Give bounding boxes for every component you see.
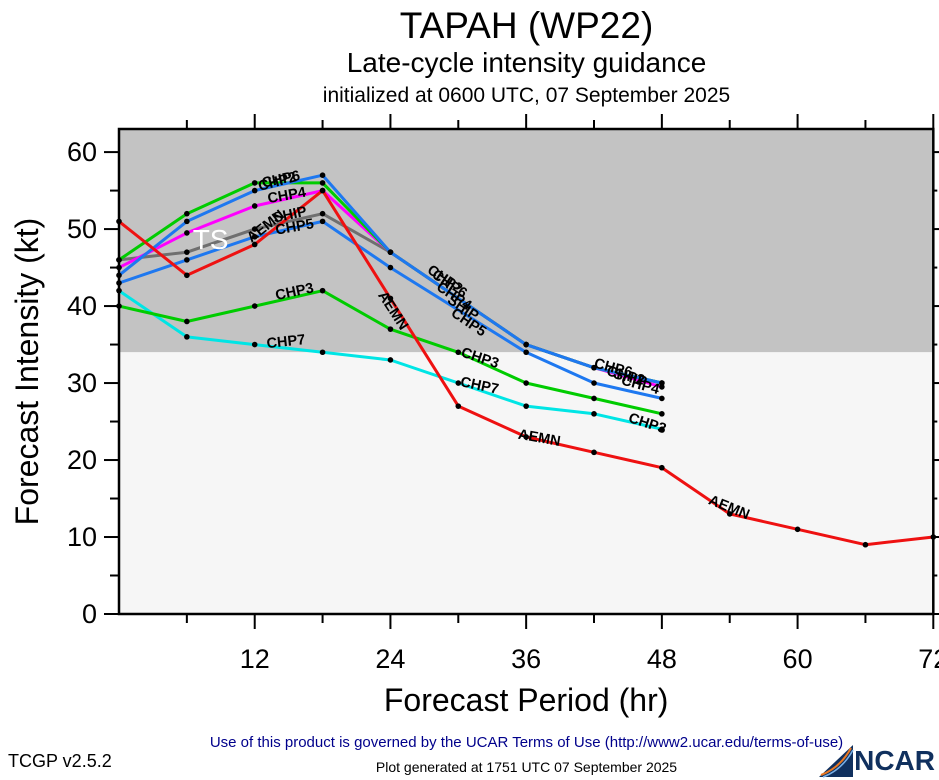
ncar-logo-swoosh-icon <box>819 745 854 778</box>
series-CHP2-point <box>184 218 190 225</box>
y-tick-label: 20 <box>67 445 97 475</box>
x-tick-label: 12 <box>240 644 270 674</box>
series-CHP2-point <box>523 341 529 348</box>
page-title: TAPAH (WP22) <box>399 5 654 46</box>
x-tick-label: 72 <box>918 644 939 674</box>
series-CHP7-point <box>251 341 258 348</box>
series-CHP3-point <box>455 349 462 356</box>
series-CHP6-point <box>184 210 190 217</box>
series-AEMN-point <box>794 526 801 533</box>
series-CHP5-point <box>116 280 122 286</box>
series-SHIP-point <box>184 249 190 255</box>
ncar-logo: NCAR <box>818 744 935 778</box>
ncar-logo-text: NCAR <box>854 745 935 776</box>
series-CHP2-point <box>116 272 122 279</box>
series-CHP2-line <box>117 173 664 385</box>
series-AEMN-point <box>116 218 122 225</box>
x-tick-label: 24 <box>375 644 405 674</box>
x-tick-label: 60 <box>783 644 813 674</box>
series-CHP5-point <box>591 380 597 386</box>
series-SHIP-point <box>251 226 258 232</box>
series-CHP3-point <box>251 303 258 309</box>
series-CHP7-point <box>455 380 462 386</box>
series-AEMN-point <box>591 449 597 456</box>
init-time-label: initialized at 0600 UTC, 07 September 20… <box>322 84 731 107</box>
series-CHP3-point <box>523 380 529 386</box>
y-tick-label: 30 <box>67 368 97 398</box>
y-tick-label: 40 <box>67 291 97 321</box>
plot-subtitle: Late-cycle intensity guidance <box>346 47 707 78</box>
series-AEMN-point <box>659 464 665 471</box>
plot-generated-text: Plot generated at 1751 UTC 07 September … <box>375 759 678 775</box>
series-AEMN-point <box>523 434 529 440</box>
series-CHP3-point <box>319 287 326 294</box>
series-CHP7-point <box>116 287 122 294</box>
line-label-CHP4: CHP4 <box>266 185 307 207</box>
series-CHP2-point <box>319 172 326 178</box>
series-AEMN-point <box>726 511 733 517</box>
series-CHP3-point <box>116 303 122 309</box>
series-AEMN-point <box>319 187 326 194</box>
series-AEMN-point <box>387 295 394 302</box>
y-tick-label: 60 <box>67 137 97 167</box>
x-axis-title: Forecast Period (hr) <box>384 682 669 718</box>
y-tick-label: 10 <box>67 522 97 552</box>
line-label-AEMN: AEMN <box>517 427 562 450</box>
ts-intensity-band <box>119 129 934 353</box>
series-CHP3-point <box>184 318 190 325</box>
series-CHP5-point <box>659 395 665 402</box>
series-CHP7-point <box>659 426 665 433</box>
series-CHP5-point <box>184 257 190 263</box>
series-CHP5-point <box>319 218 326 225</box>
series-AEMN-point <box>930 534 937 540</box>
series-CHP5-point <box>523 349 529 356</box>
series-CHP6-point <box>319 180 326 186</box>
series-CHP7-point <box>523 403 529 409</box>
series-CHP5-point <box>251 233 258 240</box>
series-CHP3-point <box>387 326 394 332</box>
series-CHP6-point <box>251 180 258 186</box>
x-tick-label: 36 <box>511 644 541 674</box>
series-CHP7-point <box>387 357 394 363</box>
series-CHP2-point <box>591 364 597 371</box>
ts-band-label: TS <box>193 224 229 255</box>
series-CHP2-point <box>251 187 258 194</box>
series-CHP2-point <box>387 249 394 255</box>
series-CHP4-point <box>659 384 665 390</box>
line-label-CHP5: CHP5 <box>274 216 315 238</box>
line-label-CHP7: CHP7 <box>459 374 500 398</box>
x-tick-label: 48 <box>647 644 677 674</box>
series-CHP7-point <box>184 334 190 340</box>
series-SHIP-point <box>319 210 326 217</box>
series-AEMN-point <box>184 272 190 279</box>
ucar-terms-text: Use of this product is governed by the U… <box>209 734 844 751</box>
y-tick-label: 0 <box>82 599 97 629</box>
series-CHP4-point <box>116 264 122 271</box>
series-AEMN-point <box>455 403 462 409</box>
line-label-CHP7: CHP7 <box>266 332 306 352</box>
series-AEMN-point <box>251 241 258 248</box>
y-axis-title: Forecast Intensity (kt) <box>9 218 45 526</box>
y-tick-label: 50 <box>67 214 97 244</box>
series-AEMN-point <box>862 541 869 548</box>
tcgp-version-text: TCGP v2.5.2 <box>8 751 112 771</box>
series-CHP4-point <box>184 230 190 236</box>
line-label-CHP3: CHP3 <box>274 280 315 304</box>
line-label-CHP6: CHP6 <box>260 168 301 192</box>
plot-border <box>117 127 935 616</box>
series-CHP7-point <box>319 349 326 356</box>
series-CHP4-point <box>251 203 258 209</box>
series-CHP6-point <box>116 257 122 263</box>
series-CHP5-point <box>387 264 394 271</box>
series-CHP3-point <box>591 395 597 402</box>
series-CHP2-point <box>659 380 665 386</box>
line-label-SHIP: SHIP <box>272 204 309 227</box>
series-CHP3-point <box>659 411 665 417</box>
below-ts-band <box>119 352 934 614</box>
series-CHP7-point <box>591 411 597 417</box>
